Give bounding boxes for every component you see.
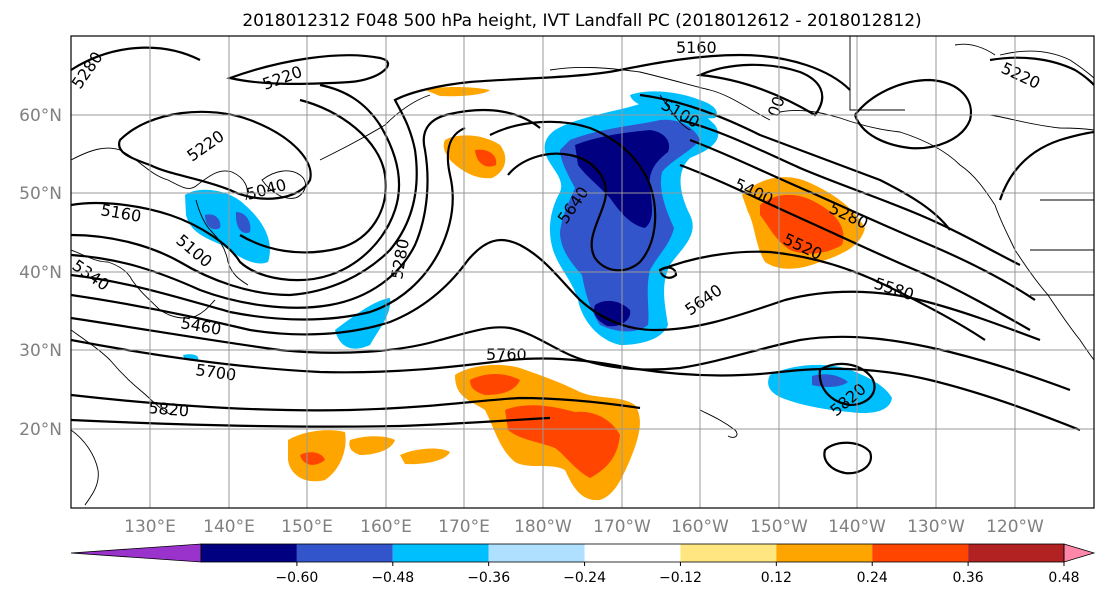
colorbar-segment — [488, 544, 585, 562]
colorbar-tick-label: −0.12 — [659, 570, 702, 586]
lon-label: 120°W — [986, 517, 1044, 537]
lon-label: 170°E — [438, 517, 490, 537]
lat-label: 60°N — [19, 106, 62, 126]
lat-label: 30°N — [19, 341, 62, 361]
colorbar-extend-high — [1063, 543, 1096, 563]
lon-label: 160°W — [671, 517, 729, 537]
contour-label: 5220 — [183, 126, 227, 165]
colorbar-segment — [201, 544, 297, 562]
contour-label: 5280 — [387, 237, 413, 280]
positive-shading-subtropical — [288, 364, 640, 501]
figure-title: 2018012312 F048 500 hPa height, IVT Land… — [242, 11, 921, 31]
lon-label: 170°W — [593, 517, 651, 537]
colorbar: −0.60 −0.48 −0.36 −0.24 −0.12 0.12 0.24 0.36 0.4… — [70, 543, 1096, 586]
lon-label: 150°E — [281, 517, 333, 537]
contour-label: 5760 — [486, 345, 527, 364]
colorbar-tick-label: 0.36 — [953, 570, 984, 586]
lon-label: 140°W — [828, 517, 886, 537]
colorbar-tick-label: 0.48 — [1048, 570, 1079, 586]
colorbar-segment — [968, 544, 1064, 562]
lat-label: 20°N — [19, 420, 62, 440]
colorbar-segment — [872, 544, 969, 562]
contour-label: 5160 — [676, 38, 717, 57]
lon-label: 130°W — [907, 517, 965, 537]
contour-label: 5160 — [99, 200, 142, 226]
contour-label: 5640 — [681, 280, 725, 319]
map-frame — [70, 35, 1095, 509]
negative-shading-central-pacific — [544, 91, 719, 345]
colorbar-extend-low — [70, 543, 202, 563]
contour-label-partial: 00 — [764, 94, 789, 120]
colorbar-tick-label: 0.24 — [857, 570, 888, 586]
map-panel: 5160 5220 5280 5100 5220 5160 5040 5100 … — [70, 35, 1095, 509]
colorbar-tick-label: 0.12 — [761, 570, 792, 586]
colorbar-segment — [392, 544, 489, 562]
colorbar-segment — [296, 544, 393, 562]
colorbar-tick-label: −0.48 — [371, 570, 414, 586]
lon-label: 140°E — [203, 517, 255, 537]
lat-label: 50°N — [19, 184, 62, 204]
lon-label: 180°W — [514, 517, 572, 537]
colorbar-segment — [776, 544, 873, 562]
longitude-labels: 130°E 140°E 150°E 160°E 170°E 180°W 170°… — [124, 517, 1044, 537]
colorbar-segment — [584, 544, 681, 562]
latitude-labels: 60°N 50°N 40°N 30°N 20°N — [19, 106, 62, 440]
contour-label: 5220 — [998, 58, 1043, 92]
colorbar-outline — [200, 543, 1065, 563]
gridlines — [71, 36, 1094, 508]
contour-label: 5820 — [148, 398, 190, 420]
colorbar-tick-label: −0.36 — [467, 570, 510, 586]
colorbar-tick-label: −0.24 — [563, 570, 606, 586]
lon-label: 160°E — [360, 517, 412, 537]
colorbar-tick-label: −0.60 — [275, 570, 318, 586]
negative-shading-east-asia — [185, 189, 270, 264]
lon-label: 150°W — [750, 517, 808, 537]
lon-label: 130°E — [124, 517, 176, 537]
lat-label: 40°N — [19, 263, 62, 283]
contour-label: 5580 — [872, 274, 917, 305]
colorbar-segment — [680, 544, 777, 562]
